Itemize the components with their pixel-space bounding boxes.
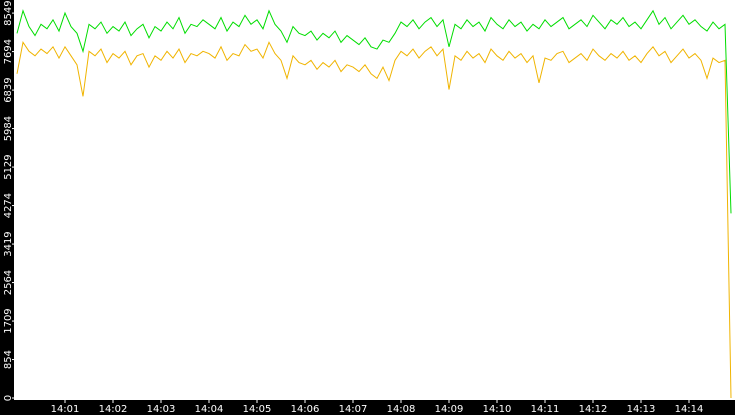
x-tick-label: 14:05 xyxy=(243,404,272,415)
x-tick-label: 14:07 xyxy=(339,404,368,415)
y-tick-label: 7694 xyxy=(3,39,14,64)
y-tick-label: 3419 xyxy=(3,231,14,256)
x-tick-label: 14:12 xyxy=(579,404,608,415)
x-axis-strip xyxy=(0,400,735,415)
y-tick-label: 2564 xyxy=(3,270,14,295)
x-tick-label: 14:13 xyxy=(627,404,656,415)
y-tick-label: 5129 xyxy=(3,154,14,179)
y-tick-label: 6839 xyxy=(3,77,14,102)
x-tick-label: 14:01 xyxy=(51,404,80,415)
x-tick-label: 14:08 xyxy=(387,404,416,415)
y-tick-label: 1709 xyxy=(3,308,14,333)
y-axis-strip xyxy=(0,0,14,415)
x-tick-label: 14:02 xyxy=(99,404,128,415)
y-tick-label: 0 xyxy=(3,395,14,401)
y-tick-label: 4274 xyxy=(3,193,14,218)
y-tick-label: 5984 xyxy=(3,116,14,141)
y-tick-label: 854 xyxy=(3,350,14,369)
y-tick-label: 8549 xyxy=(3,0,14,25)
x-tick-label: 14:06 xyxy=(291,404,320,415)
x-tick-label: 14:14 xyxy=(675,404,704,415)
x-tick-label: 14:09 xyxy=(435,404,464,415)
x-tick-label: 14:04 xyxy=(195,404,224,415)
series-line xyxy=(16,9,732,214)
x-tick-label: 14:03 xyxy=(147,404,176,415)
x-tick-label: 14:10 xyxy=(483,404,512,415)
x-tick-label: 14:11 xyxy=(531,404,560,415)
series-line xyxy=(16,41,732,399)
